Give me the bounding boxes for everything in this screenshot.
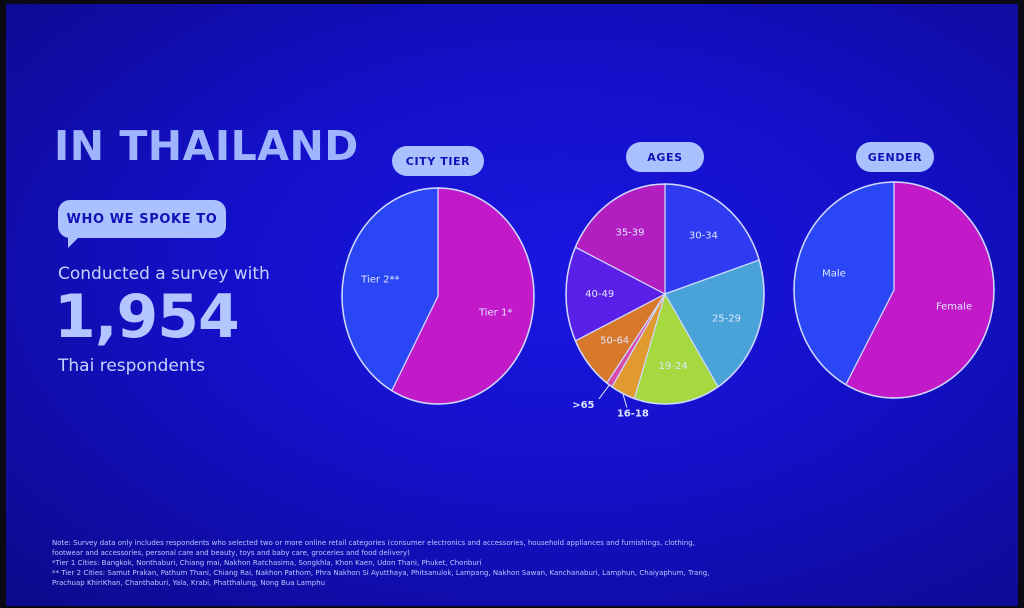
survey-intro-text: Conducted a survey with <box>58 264 270 284</box>
footnotes: Note: Survey data only includes responde… <box>52 538 712 588</box>
ages-label-25-29: 25-29 <box>712 314 741 325</box>
city-tier-label-tier-1: Tier 1* <box>478 308 512 319</box>
city-tier-title: CITY TIER <box>392 146 484 176</box>
ages-leader-16-18 <box>622 393 628 408</box>
gender-pie-outline <box>793 181 995 399</box>
ages-label-35-39: 35-39 <box>615 228 644 239</box>
footnote-survey-note: Note: Survey data only includes responde… <box>52 539 695 557</box>
ages-label-30-34: 30-34 <box>689 230 718 241</box>
ages-label-65: >65 <box>572 400 594 411</box>
gender-label-female: Female <box>936 302 972 313</box>
ages-label-40-49: 40-49 <box>585 289 614 300</box>
respondent-count: 1,954 <box>54 282 240 352</box>
ages-title: AGES <box>626 142 704 172</box>
ages-label-50-64: 50-64 <box>600 335 629 346</box>
presentation-slide: IN THAILAND WHO WE SPOKE TO Conducted a … <box>6 4 1018 606</box>
survey-outro-text: Thai respondents <box>58 356 206 376</box>
ages-leader-65 <box>598 384 610 400</box>
ages-label-16-18: 16-18 <box>617 409 649 420</box>
gender-title: GENDER <box>856 142 934 172</box>
ages-label-19-24: 19-24 <box>659 361 688 372</box>
ages-pie-outline <box>565 183 765 405</box>
city-tier-pie-outline <box>341 187 535 405</box>
page-title: IN THAILAND <box>54 122 359 170</box>
city-tier-label-tier-2: Tier 2** <box>360 274 399 285</box>
pie-charts: Tier 1* Tier 2** 30-34 25-29 19-24 16-18 >65 50… <box>341 181 995 420</box>
footnote-tier-1: *Tier 1 Cities: Bangkok, Nonthaburi, Chi… <box>52 559 482 567</box>
footnote-tier-2: ** Tier 2 Cities: Samut Prakan, Pathum T… <box>52 569 710 587</box>
gender-label-male: Male <box>822 268 846 279</box>
who-we-spoke-to-badge: WHO WE SPOKE TO <box>58 200 226 238</box>
speech-bubble-tail-icon <box>68 236 80 248</box>
